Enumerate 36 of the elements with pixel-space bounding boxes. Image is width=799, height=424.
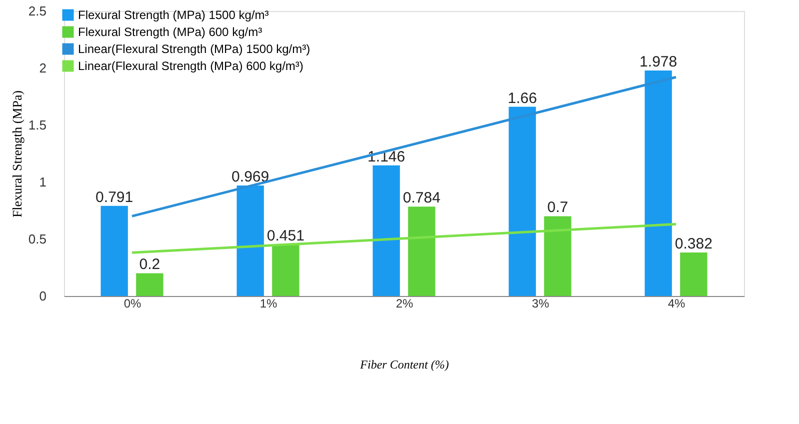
data-label: 0.2 [139, 256, 160, 274]
bar [236, 186, 264, 296]
bar [136, 273, 164, 296]
x-tick-label: 0% [124, 296, 142, 310]
bar [100, 206, 128, 296]
y-axis-title: Flexural Strength (MPa) [9, 90, 24, 218]
y-tick-label: 0 [39, 288, 46, 304]
y-tick-label: 0.5 [28, 232, 46, 246]
legend-label: Flexural Strength (MPa) 600 kg/m³ [78, 25, 262, 39]
data-label: 0.784 [402, 190, 440, 207]
bar [508, 106, 536, 296]
x-tick-label: 2% [396, 296, 414, 310]
bar [372, 165, 400, 296]
legend-label: Flexural Strength (MPa) 1500 kg/m³ [78, 8, 269, 22]
data-label: 0.382 [674, 235, 712, 252]
x-axis-title: Fiber Content (%) [359, 358, 449, 372]
legend-label: Linear(Flexural Strength (MPa) 1500 kg/m³) [78, 42, 310, 56]
data-label: 1.66 [508, 90, 537, 107]
y-tick-label: 2.5 [28, 4, 46, 18]
x-tick-label: 1% [260, 296, 278, 310]
data-label: 0.969 [232, 168, 270, 186]
bar [680, 252, 708, 296]
y-tick-label: 1 [39, 174, 46, 190]
y-tick-label: 2 [39, 60, 46, 76]
data-label: 0.7 [547, 199, 568, 216]
y-tick-label: 1.5 [28, 118, 46, 132]
bar [544, 216, 572, 296]
x-tick-label: 3% [532, 296, 550, 310]
legend-label: Linear(Flexural Strength (MPa) 600 kg/m³) [78, 59, 304, 73]
bar [408, 206, 436, 296]
data-label: 0.451 [266, 228, 304, 245]
data-label: 0.791 [96, 188, 134, 206]
bar [644, 70, 672, 296]
data-label: 1.978 [640, 54, 678, 71]
x-tick-label: 4% [668, 296, 686, 310]
bar [272, 244, 300, 296]
